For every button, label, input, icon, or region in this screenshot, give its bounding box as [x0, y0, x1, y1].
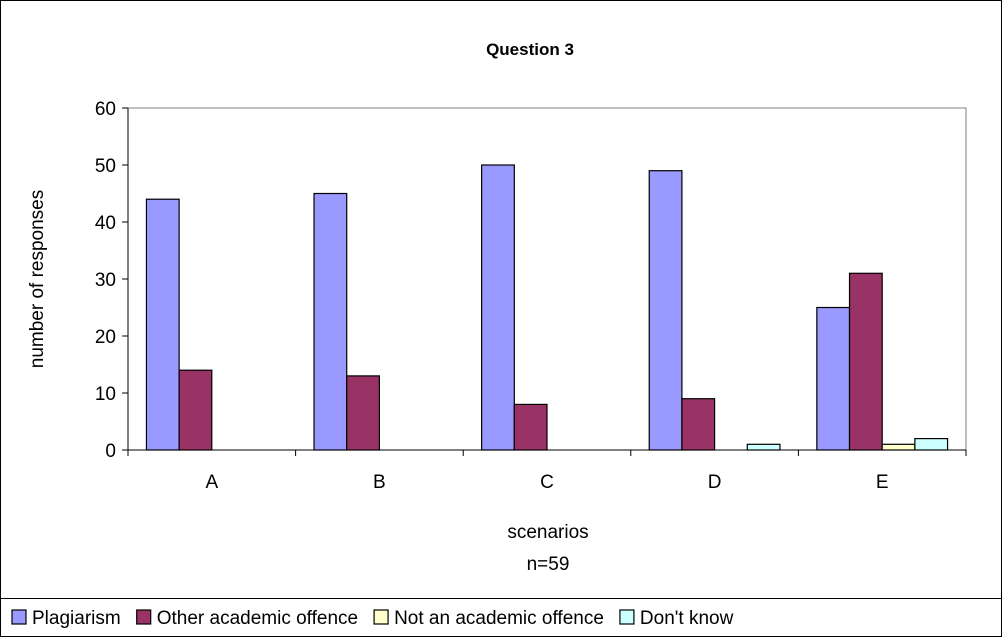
x-tick-label: D [708, 472, 722, 493]
y-tick-label: 20 [95, 327, 116, 348]
legend: Plagiarism Other academic offence Not an a… [0, 598, 1002, 637]
y-tick-label: 0 [105, 441, 116, 462]
legend-label: Don't know [640, 608, 734, 629]
legend-label: Other academic offence [157, 608, 358, 629]
legend-label: Not an academic offence [394, 608, 604, 629]
legend-label: Plagiarism [32, 608, 121, 629]
y-tick-label: 30 [95, 270, 116, 291]
x-axis-title: scenarios [507, 522, 588, 543]
bar [681, 398, 716, 451]
y-tick-label: 40 [95, 213, 116, 234]
x-tick-label: A [205, 472, 218, 493]
bars-layer [145, 164, 949, 451]
bar [914, 438, 949, 451]
bar [816, 306, 851, 451]
bar [881, 443, 916, 451]
bar [848, 272, 883, 451]
bar [746, 443, 781, 451]
y-tick-label: 10 [95, 384, 116, 405]
bar [313, 192, 348, 451]
bar [145, 198, 180, 451]
bar [178, 369, 213, 451]
axes-layer: 0 10 20 30 40 50 60 A B C D E [95, 99, 967, 493]
legend-swatch [373, 609, 389, 625]
legend-swatch [136, 609, 152, 625]
y-tick-label: 50 [95, 156, 116, 177]
x-tick-label: C [540, 472, 554, 493]
y-tick-label: 60 [95, 99, 116, 120]
x-tick-label: E [876, 472, 889, 493]
legend-swatch [11, 609, 27, 625]
bar [481, 164, 515, 451]
bar [513, 403, 548, 451]
y-axis-title: number of responses [27, 190, 48, 369]
bar [648, 170, 683, 451]
legend-swatch [619, 609, 635, 625]
bar [346, 375, 380, 451]
chart-title: Question 3 [486, 40, 574, 59]
x-tick-label: B [373, 472, 386, 493]
x-axis-subtitle: n=59 [527, 554, 570, 575]
